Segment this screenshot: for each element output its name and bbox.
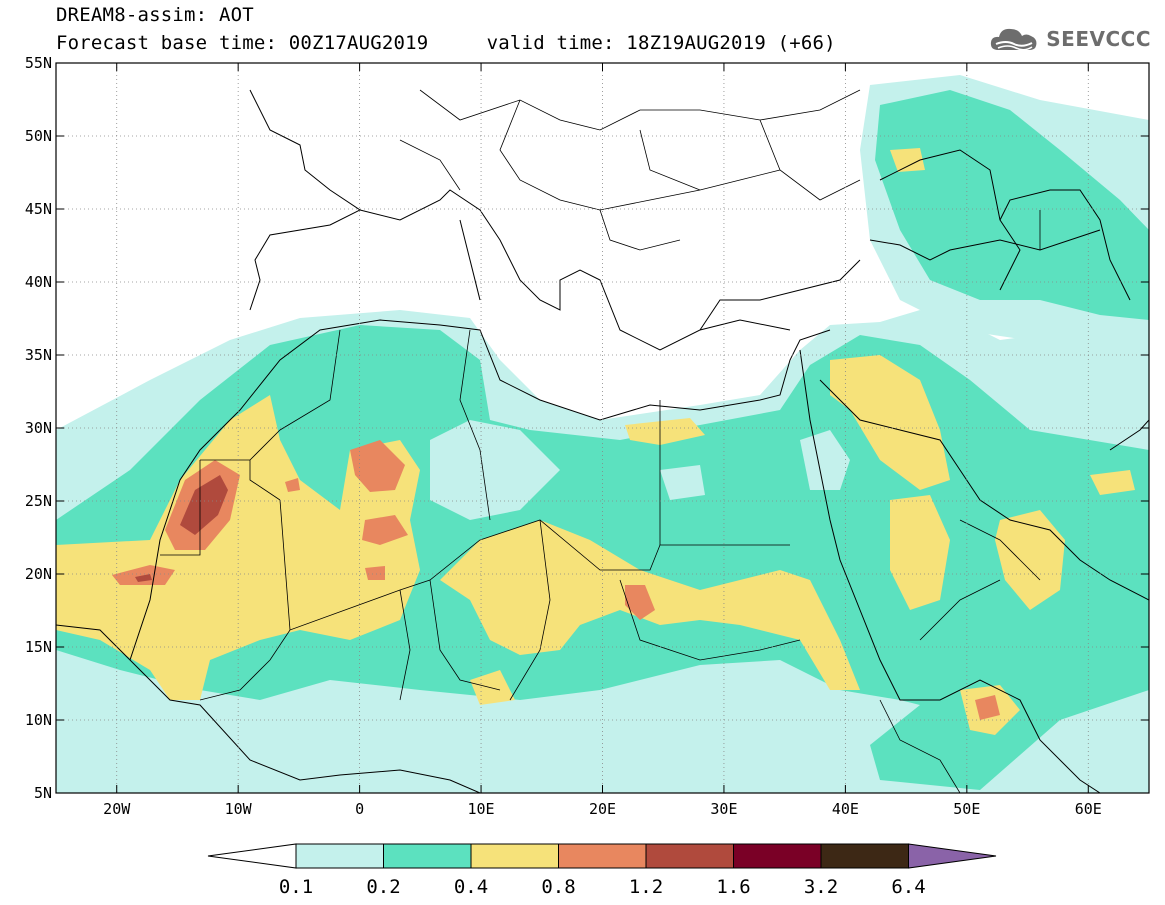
lat-label: 50N [25,127,52,145]
forecast-times: Forecast base time: 00Z17AUG2019 valid t… [56,32,836,54]
latitude-labels: 55N 50N 45N 40N 35N 30N 25N 20N 15N 10N … [25,54,52,802]
seevccc-logo: SEEVCCC [988,24,1151,54]
colorbar-label: 1.2 [629,876,663,898]
colorbar-upper-extension [908,843,997,869]
colorbar [207,843,997,869]
colorbar-label: 0.1 [279,876,313,898]
lon-label: 50E [953,800,980,818]
colorbar-label: 0.4 [454,876,488,898]
lon-label: 40E [832,800,859,818]
lat-label: 25N [25,492,52,510]
lat-label: 30N [25,419,52,437]
lat-label: 40N [25,273,52,291]
lat-label: 55N [25,54,52,72]
lat-label: 35N [25,346,52,364]
colorbar-lower-extension [207,843,297,869]
grid-lines [56,62,1149,794]
axis-ticks [56,62,1149,794]
lat-label: 45N [25,200,52,218]
map-title: DREAM8-assim: AOT [56,4,254,26]
colorbar-box [558,843,647,869]
aot-holes [430,420,850,520]
lon-label: 20E [589,800,616,818]
colorbar-label: 6.4 [891,876,925,898]
colorbar-labels: 0.1 0.2 0.4 0.8 1.2 1.6 3.2 6.4 [279,876,926,898]
lat-label: 20N [25,565,52,583]
lat-label: 5N [34,784,52,802]
logo-text: SEEVCCC [1046,27,1151,51]
colorbar-box [470,843,559,869]
colorbar-box [383,843,472,869]
colorbar-box [295,843,384,869]
colorbar-label: 3.2 [804,876,838,898]
lat-label: 15N [25,638,52,656]
colorbar-label: 0.8 [541,876,575,898]
country-borders [160,89,1041,793]
lon-label: 10W [225,800,253,818]
lon-label: 30E [710,800,737,818]
lon-label: 20W [103,800,131,818]
colorbar-box [645,843,734,869]
cloud-icon [991,28,1037,51]
dust-field [56,75,1149,793]
lon-label: 60E [1075,800,1102,818]
colorbar-label: 1.6 [716,876,750,898]
lon-label: 0 [355,800,364,818]
longitude-labels: 20W 10W 0 10E 20E 30E 40E 50E 60E [103,800,1102,818]
colorbar-box [733,843,822,869]
lon-label: 10E [468,800,495,818]
colorbar-label: 0.2 [366,876,400,898]
coastlines [56,89,1149,793]
colorbar-box [820,843,909,869]
lat-label: 10N [25,711,52,729]
aot-level-1.2 [135,475,228,582]
